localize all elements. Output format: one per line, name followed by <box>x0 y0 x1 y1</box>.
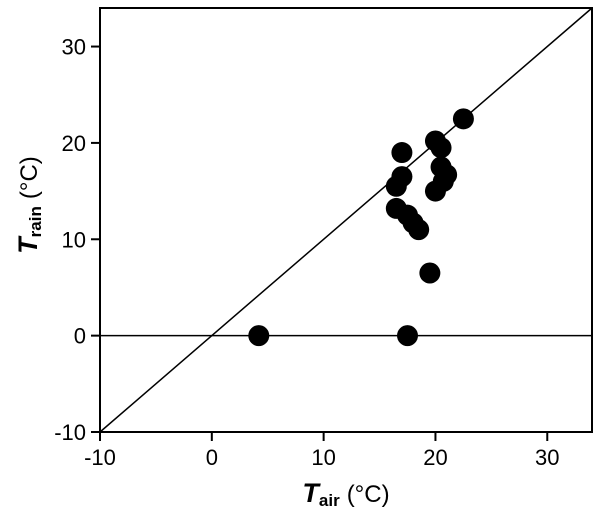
x-tick-label: 10 <box>311 445 335 470</box>
y-axis-subscript: rain <box>26 206 46 238</box>
x-axis-label: Tair (°C) <box>100 475 592 515</box>
identity-line <box>99 7 593 433</box>
y-tick-label: 10 <box>62 227 86 252</box>
data-point <box>397 325 418 347</box>
y-tick-label: 20 <box>62 131 86 156</box>
x-axis-symbol: T <box>302 478 319 508</box>
x-tick-label: -10 <box>84 445 116 470</box>
x-tick-label: 20 <box>423 445 447 470</box>
y-axis-unit: (°C) <box>16 156 43 200</box>
y-axis-symbol: T <box>13 237 43 254</box>
data-point <box>391 142 413 164</box>
data-point <box>424 130 446 152</box>
data-point <box>419 262 441 284</box>
data-point <box>248 325 270 347</box>
data-point <box>385 197 407 219</box>
x-axis-subscript: air <box>318 491 340 511</box>
data-point <box>430 156 452 178</box>
data-point <box>452 108 474 130</box>
y-tick-label: -10 <box>54 420 86 445</box>
x-tick-label: 0 <box>206 445 218 470</box>
x-tick-label: 30 <box>535 445 559 470</box>
y-tick-label: 30 <box>62 35 86 60</box>
x-axis-unit: (°C) <box>346 481 390 508</box>
data-point <box>391 166 413 188</box>
y-tick-label: 0 <box>74 324 86 349</box>
y-axis-label: Train (°C) <box>10 55 46 355</box>
